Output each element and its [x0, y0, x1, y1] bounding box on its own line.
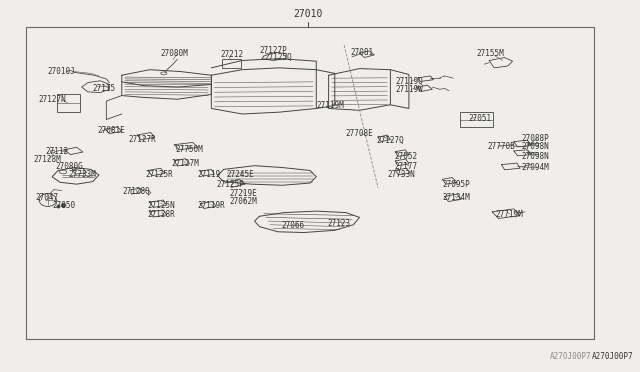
Text: 27733M: 27733M [68, 170, 96, 179]
Text: 27052: 27052 [394, 152, 417, 161]
Text: 27095P: 27095P [442, 180, 470, 189]
Bar [460, 112, 493, 127]
Text: 27719M: 27719M [495, 209, 523, 219]
Text: 27177: 27177 [394, 161, 417, 170]
Text: 27127M: 27127M [171, 158, 199, 168]
Text: 27128R: 27128R [148, 210, 175, 219]
Text: 27062M: 27062M [230, 197, 257, 206]
Text: 27081E: 27081E [97, 126, 125, 135]
Text: 27125P: 27125P [216, 180, 244, 189]
Text: 27081: 27081 [350, 48, 373, 57]
Text: 27125N: 27125N [148, 201, 175, 210]
Text: 27125Q: 27125Q [264, 53, 292, 62]
Text: 27047: 27047 [35, 193, 58, 202]
Text: 27770B: 27770B [487, 142, 515, 151]
Text: 27119R: 27119R [198, 201, 225, 210]
Text: 27708E: 27708E [346, 129, 374, 138]
Text: 27098N: 27098N [522, 142, 550, 151]
Text: 27219E: 27219E [230, 189, 257, 198]
Bar [223, 59, 241, 68]
Text: 27119M: 27119M [316, 101, 344, 110]
Text: 27119W: 27119W [396, 85, 423, 94]
Text: 27112: 27112 [46, 147, 69, 156]
Text: 27127N: 27127N [38, 95, 66, 104]
Text: 27123: 27123 [328, 219, 351, 228]
Text: 27010J: 27010J [48, 67, 76, 76]
Text: 27125R: 27125R [145, 170, 173, 179]
Bar [26, 27, 594, 339]
Text: A270J00P7: A270J00P7 [591, 352, 633, 361]
Text: 27155M: 27155M [477, 49, 504, 58]
Text: 27088P: 27088P [522, 134, 550, 143]
Text: 27127P: 27127P [259, 46, 287, 55]
Text: 27119: 27119 [198, 170, 221, 179]
Text: 27010: 27010 [294, 9, 323, 19]
Text: 27127Q: 27127Q [377, 136, 404, 145]
Text: 27128M: 27128M [33, 155, 61, 164]
Text: 27119Q: 27119Q [396, 77, 423, 86]
Text: 27094M: 27094M [522, 163, 550, 172]
Text: 27245E: 27245E [226, 170, 254, 179]
Text: 27128Q: 27128Q [122, 187, 150, 196]
Text: 27750M: 27750M [175, 145, 204, 154]
Text: 27051: 27051 [468, 114, 492, 123]
Text: 27080G: 27080G [56, 162, 83, 171]
Text: 27212: 27212 [221, 51, 244, 60]
Text: 27733N: 27733N [388, 170, 415, 179]
Bar [57, 94, 81, 112]
Text: 27050: 27050 [52, 201, 75, 210]
Text: 27066: 27066 [281, 221, 304, 230]
Text: 27115: 27115 [93, 84, 116, 93]
Text: 27134M: 27134M [442, 193, 470, 202]
Text: 27127R: 27127R [128, 135, 156, 144]
Text: 27098N: 27098N [522, 152, 550, 161]
Text: 27080M: 27080M [161, 49, 188, 58]
Text: A270J00P7: A270J00P7 [550, 352, 591, 361]
